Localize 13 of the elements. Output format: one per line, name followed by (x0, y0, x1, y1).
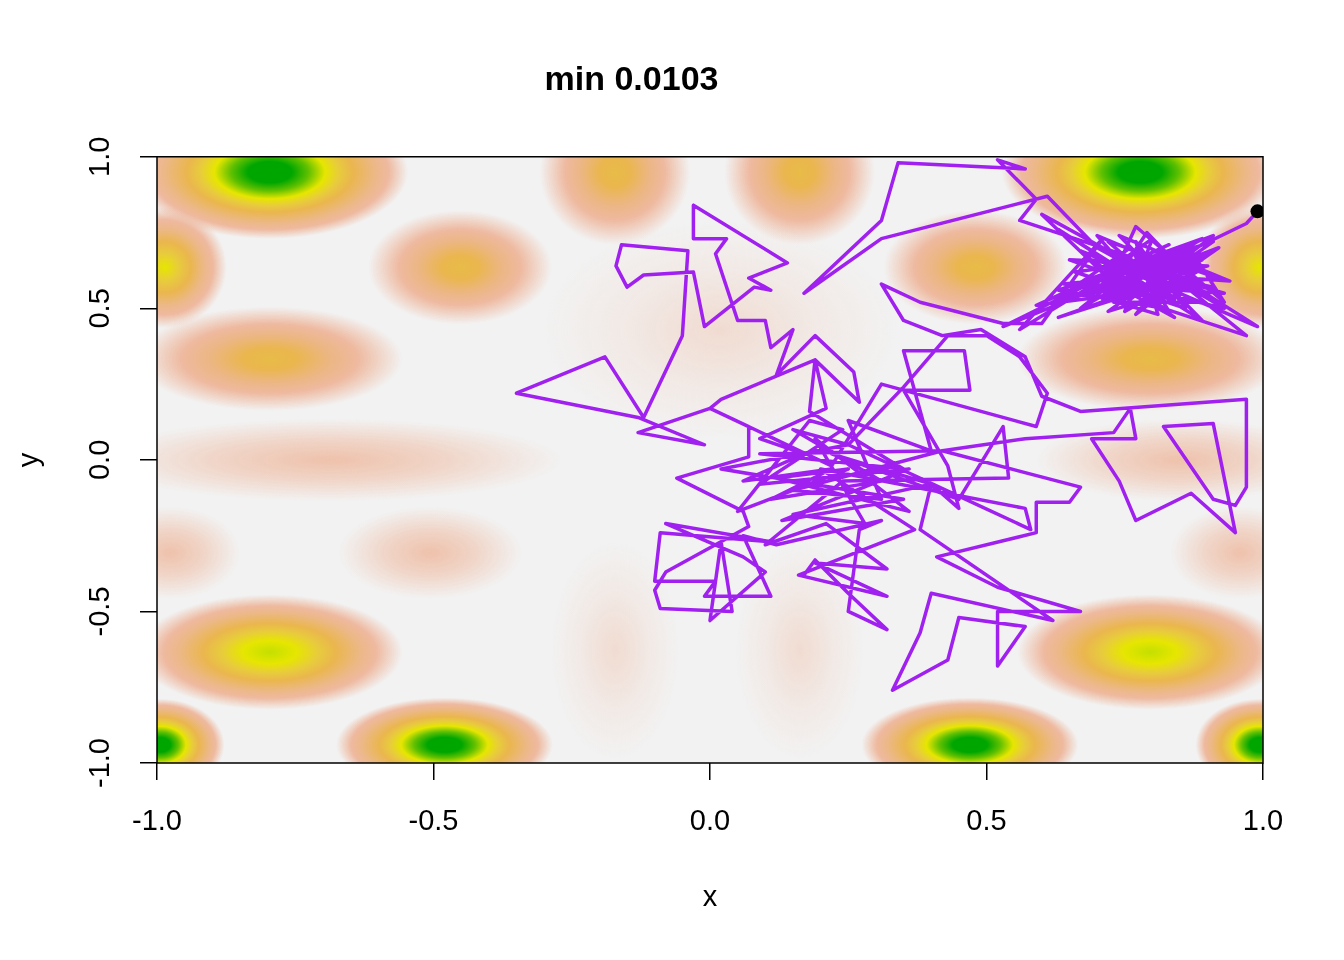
y-tick-label: 0.0 (83, 439, 115, 481)
x-tick-label: 1.0 (1242, 804, 1284, 837)
chart-title: min 0.0103 (544, 58, 719, 97)
y-tick-label: 1.0 (83, 136, 115, 177)
x-axis-title: x (702, 879, 718, 912)
x-tick-label: 0.0 (689, 804, 731, 837)
x-tick-label: -1.0 (132, 804, 182, 837)
x-tick-label: -0.5 (408, 804, 459, 837)
y-axis-title: y (12, 452, 45, 468)
y-tick-label: 0.5 (83, 288, 115, 329)
y-tick-label: -0.5 (83, 586, 115, 637)
x-tick-label: 0.5 (966, 804, 1007, 837)
y-tick-label: -1.0 (83, 738, 115, 788)
